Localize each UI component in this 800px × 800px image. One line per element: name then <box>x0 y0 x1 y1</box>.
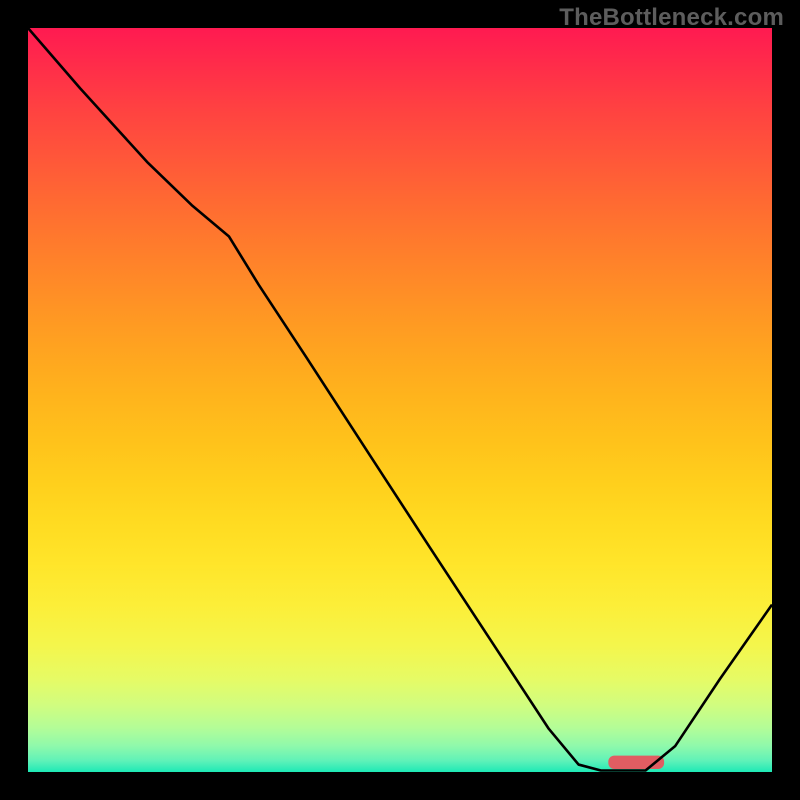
chart-frame: TheBottleneck.com <box>0 0 800 800</box>
chart-svg <box>28 28 772 772</box>
chart-gradient-bg <box>28 28 772 772</box>
chart-plot-area <box>28 28 772 772</box>
